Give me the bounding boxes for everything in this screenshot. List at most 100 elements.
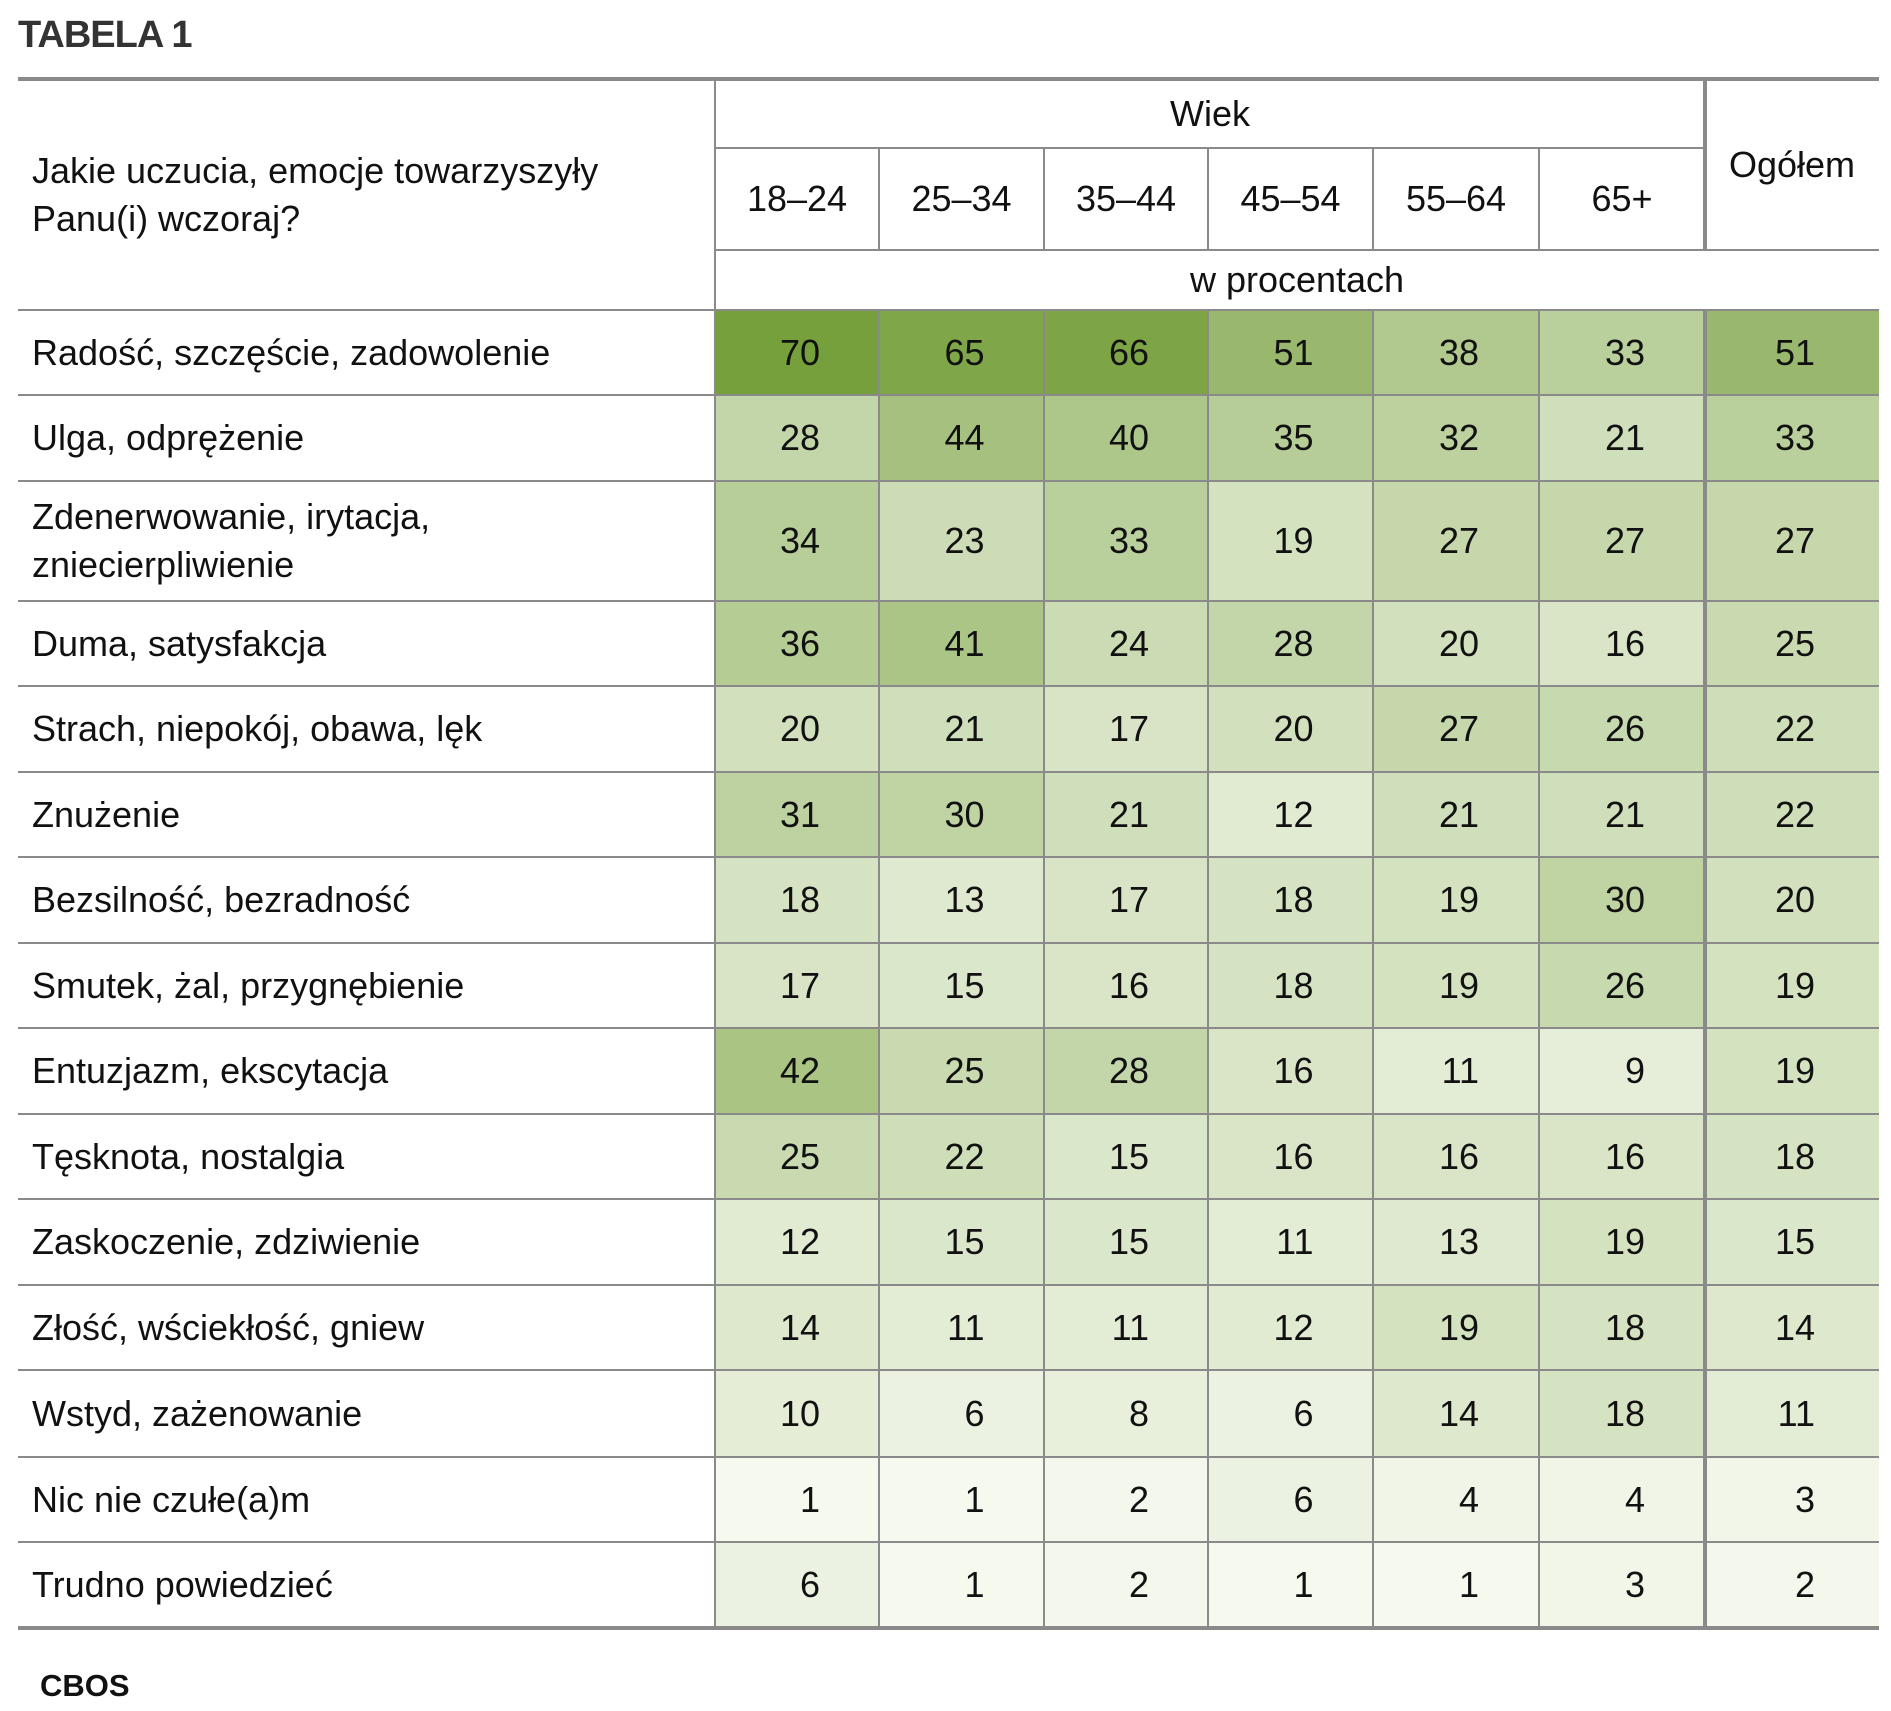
cell-value: 18 (1604, 1392, 1645, 1434)
value-cell: 21 (1044, 772, 1208, 857)
rule-line (1538, 310, 1540, 1628)
value-cell: 3 (1539, 1542, 1705, 1628)
value-cell: 36 (715, 601, 879, 686)
value-cell: 1 (1208, 1542, 1373, 1628)
cell-value: 27 (1774, 520, 1815, 561)
cell-value: 25 (944, 1050, 985, 1091)
cell-value: 11 (1777, 1392, 1815, 1434)
cell-value: 33 (1604, 331, 1645, 373)
cell-value: 9 (1624, 1050, 1645, 1091)
cell-value: 2 (1128, 1564, 1149, 1605)
cell-value: 6 (1293, 1392, 1314, 1434)
value-cell: 30 (1539, 857, 1705, 943)
value-cell: 18 (1539, 1285, 1705, 1370)
cell-value: 22 (1774, 793, 1815, 835)
cell-value: 18 (779, 879, 820, 920)
rule-line (18, 1541, 1879, 1543)
rule-line (18, 685, 1879, 687)
value-cell: 1 (879, 1542, 1044, 1628)
total-cell: 25 (1705, 601, 1879, 686)
top-rule (18, 77, 1879, 81)
value-cell: 31 (715, 772, 879, 857)
value-cell: 38 (1373, 310, 1539, 395)
cell-value: 21 (1604, 417, 1645, 458)
value-cell: 15 (879, 943, 1044, 1028)
value-cell: 15 (1044, 1114, 1208, 1199)
cell-value: 17 (1108, 708, 1149, 749)
cell-value: 28 (1273, 622, 1314, 664)
rule-line (18, 856, 1879, 858)
cell-value: 22 (944, 1135, 985, 1177)
value-cell: 18 (1539, 1370, 1705, 1457)
total-cell: 2 (1705, 1542, 1879, 1628)
cell-value: 22 (1774, 708, 1815, 749)
value-cell: 13 (879, 857, 1044, 943)
total-cell: 27 (1705, 481, 1879, 601)
value-cell: 34 (715, 481, 879, 601)
value-cell: 32 (1373, 395, 1539, 481)
cell-value: 21 (944, 708, 985, 749)
cell-value: 70 (779, 331, 820, 373)
value-cell: 6 (879, 1370, 1044, 1457)
value-cell: 19 (1373, 943, 1539, 1028)
question-header: Jakie uczucia, emocje towarzyszyły Panu(… (32, 149, 599, 239)
cell-value: 15 (944, 1221, 985, 1262)
value-cell: 27 (1539, 481, 1705, 601)
total-cell: 14 (1705, 1285, 1879, 1370)
cell-value: 20 (1438, 622, 1479, 664)
cell-value: 28 (1108, 1050, 1149, 1091)
cell-value: 26 (1604, 964, 1645, 1006)
value-cell: 16 (1044, 943, 1208, 1028)
cell-value: 27 (1438, 520, 1479, 561)
row-label: Bezsilność, bezradność (32, 879, 411, 920)
value-cell: 30 (879, 772, 1044, 857)
cell-value: 19 (1604, 1221, 1645, 1262)
row-label: Nic nie czułe(a)m (32, 1478, 311, 1520)
age-column-header: 55–64 (1405, 178, 1507, 219)
cell-value: 21 (1604, 793, 1645, 835)
cell-value: 40 (1108, 417, 1149, 458)
value-cell: 33 (1539, 310, 1705, 395)
table-title: TABELA 1 (18, 14, 193, 56)
rule-line (1207, 148, 1209, 250)
row-label: Tęsknota, nostalgia (32, 1135, 345, 1177)
value-cell: 21 (1539, 772, 1705, 857)
cell-value: 16 (1273, 1135, 1314, 1177)
cell-value: 18 (1273, 879, 1314, 920)
cell-value: 18 (1604, 1306, 1645, 1348)
cell-value: 4 (1624, 1478, 1645, 1520)
value-cell: 4 (1373, 1457, 1539, 1542)
cell-value: 4 (1458, 1478, 1479, 1520)
value-cell: 11 (1044, 1285, 1208, 1370)
value-cell: 1 (1373, 1542, 1539, 1628)
cell-value: 16 (1273, 1050, 1314, 1091)
value-cell: 65 (879, 310, 1044, 395)
value-cell: 6 (1208, 1457, 1373, 1542)
total-cell: 19 (1705, 943, 1879, 1028)
total-cell: 15 (1705, 1199, 1879, 1285)
value-cell: 1 (715, 1457, 879, 1542)
value-cell: 35 (1208, 395, 1373, 481)
row-label: Radość, szczęście, zadowolenie (32, 331, 551, 373)
cell-value: 65 (944, 331, 985, 373)
cell-value: 27 (1438, 708, 1479, 749)
cell-value: 3 (1624, 1564, 1645, 1605)
value-cell: 16 (1539, 1114, 1705, 1199)
row-label: Zdenerwowanie, irytacja, zniecierpliwien… (32, 496, 431, 585)
total-cell: 19 (1705, 1028, 1879, 1114)
value-cell: 10 (715, 1370, 879, 1457)
cell-value: 35 (1273, 417, 1314, 458)
age-column-header: 25–34 (911, 178, 1012, 219)
cell-value: 15 (1774, 1221, 1815, 1262)
cell-value: 21 (1108, 793, 1149, 835)
row-label: Znużenie (32, 793, 181, 835)
cell-value: 36 (779, 622, 820, 664)
cell-value: 17 (779, 964, 820, 1006)
cell-value: 21 (1438, 793, 1479, 835)
cell-value: 41 (944, 622, 985, 664)
cell-value: 31 (779, 793, 820, 835)
total-column-header: Ogółem (1728, 143, 1856, 185)
cell-value: 25 (1774, 622, 1815, 664)
value-cell: 20 (1208, 686, 1373, 772)
row-label: Trudno powiedzieć (32, 1564, 333, 1605)
